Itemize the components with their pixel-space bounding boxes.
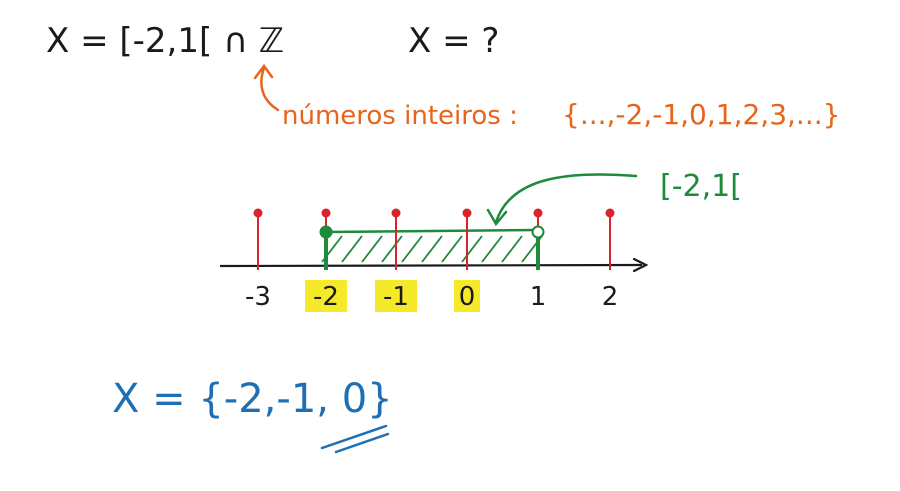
tick-highlight-2 <box>375 280 417 312</box>
answer-text: X = {-2,-1, 0} <box>112 376 393 422</box>
hatch-stroke <box>481 235 503 263</box>
interval-hatching <box>321 235 543 263</box>
axis-line <box>219 263 643 268</box>
hatch-stroke <box>441 235 463 263</box>
hatch-stroke <box>421 235 443 263</box>
tick-label-0: -3 <box>245 282 271 312</box>
tick-highlight-1 <box>305 280 347 312</box>
tick-dot-5 <box>605 208 615 218</box>
tick-dot-2 <box>391 208 401 218</box>
tick-dot-0 <box>253 208 263 218</box>
hatch-stroke <box>461 235 483 263</box>
axis-arrow-icon <box>632 257 649 273</box>
interval-label: [-2,1[ <box>660 169 742 204</box>
interval-end-marker <box>531 225 545 239</box>
tick-label-1: -2 <box>313 282 339 312</box>
number-line: -3 -2 -1 0 1 2 <box>219 208 649 312</box>
integers-label: números inteiros : <box>282 101 518 131</box>
interval-start-marker <box>319 225 333 239</box>
green-arrow-icon <box>486 173 638 227</box>
tick-dot-3 <box>462 208 472 218</box>
hatch-stroke <box>401 235 423 263</box>
tick-highlight-3 <box>454 280 480 312</box>
tick-label-2: -1 <box>383 282 409 312</box>
tick-label-5: 2 <box>602 282 619 312</box>
tick-dot-4 <box>533 208 543 218</box>
tick-label-3: 0 <box>459 282 476 312</box>
hatch-stroke <box>361 235 383 263</box>
tick-marks: -3 -2 -1 0 1 2 <box>245 208 619 312</box>
expression-text: X = [-2,1[ ∩ ℤ <box>46 21 284 61</box>
double-underline-icon <box>320 424 390 454</box>
hatch-stroke <box>341 235 363 263</box>
tick-label-4: 1 <box>530 282 547 312</box>
orange-arrow-icon <box>253 63 280 112</box>
interval-top-line <box>325 228 539 234</box>
hatch-stroke <box>381 235 403 263</box>
integers-set: {...,-2,-1,0,1,2,3,...} <box>562 98 840 131</box>
hatch-stroke <box>501 235 523 263</box>
tick-dot-1 <box>321 208 331 218</box>
question-text: X = ? <box>408 21 499 61</box>
